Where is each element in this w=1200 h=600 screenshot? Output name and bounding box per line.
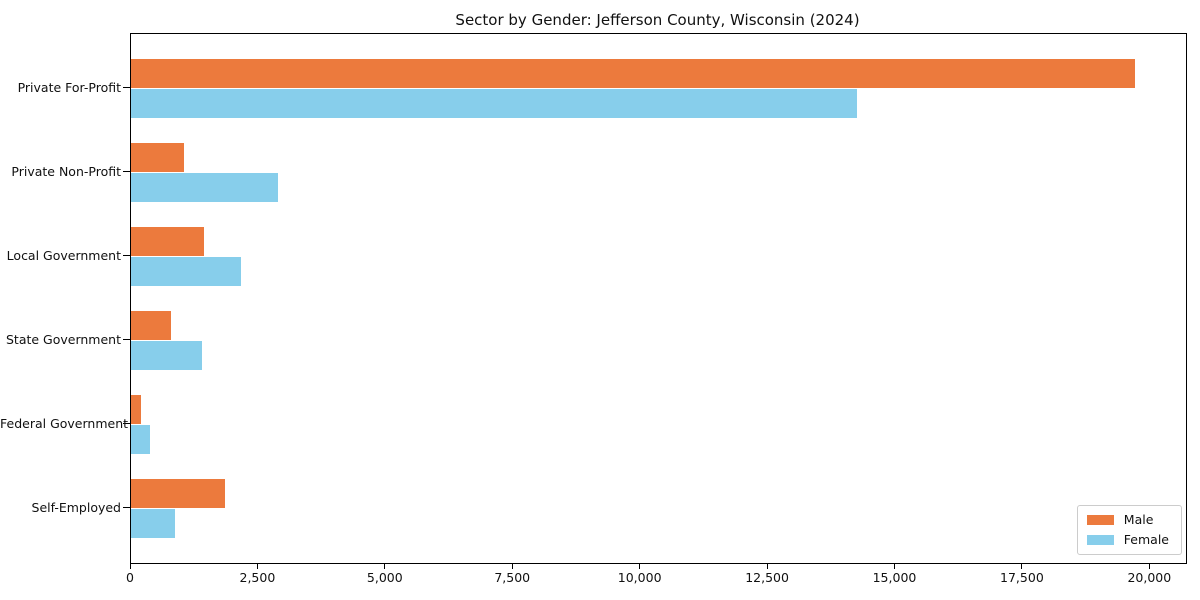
bar-male-self-employed bbox=[131, 479, 225, 509]
bar-male-federal-government bbox=[131, 395, 142, 425]
y-tick bbox=[123, 171, 130, 172]
bar-female-federal-government bbox=[131, 424, 151, 454]
plot-area: Male Female bbox=[130, 33, 1187, 564]
x-tick-label: 5,000 bbox=[366, 570, 403, 585]
x-tick-label: 0 bbox=[126, 570, 134, 585]
x-tick bbox=[384, 563, 386, 569]
legend-swatch-male-icon bbox=[1086, 515, 1114, 525]
bar-male-private-for-profit bbox=[131, 59, 1135, 89]
y-tick bbox=[123, 507, 130, 508]
legend: Male Female bbox=[1076, 505, 1182, 555]
x-tick bbox=[1021, 563, 1023, 569]
x-tick bbox=[766, 563, 768, 569]
y-tick bbox=[123, 255, 130, 256]
y-tick-label: Self-Employed bbox=[31, 499, 121, 515]
chart-title: Sector by Gender: Jefferson County, Wisc… bbox=[455, 11, 860, 29]
y-tick bbox=[123, 423, 130, 424]
y-tick-label: Federal Government bbox=[0, 415, 129, 431]
x-tick-label: 10,000 bbox=[617, 570, 662, 585]
bar-female-private-for-profit bbox=[131, 88, 858, 118]
y-tick-label: Private Non-Profit bbox=[11, 163, 121, 179]
x-tick bbox=[256, 563, 258, 569]
bar-female-private-non-profit bbox=[131, 172, 278, 202]
y-tick-label: Private For-Profit bbox=[17, 79, 121, 95]
legend-item-male: Male bbox=[1086, 512, 1169, 527]
x-tick bbox=[1148, 563, 1150, 569]
legend-label-male: Male bbox=[1123, 512, 1154, 527]
x-tick-label: 17,500 bbox=[1000, 570, 1044, 585]
bar-male-state-government bbox=[131, 311, 171, 341]
legend-item-female: Female bbox=[1086, 532, 1169, 547]
x-tick-label: 20,000 bbox=[1127, 570, 1172, 585]
x-tick bbox=[129, 563, 131, 569]
x-tick-label: 12,500 bbox=[745, 570, 789, 585]
y-tick-label: State Government bbox=[5, 331, 121, 347]
y-tick bbox=[123, 339, 130, 340]
x-tick-label: 2,500 bbox=[239, 570, 276, 585]
legend-label-female: Female bbox=[1123, 532, 1169, 547]
bar-female-state-government bbox=[131, 340, 202, 370]
x-tick bbox=[893, 563, 895, 569]
bar-female-local-government bbox=[131, 256, 241, 286]
x-tick bbox=[511, 563, 513, 569]
y-tick-label: Local Government bbox=[6, 247, 121, 263]
legend-swatch-female-icon bbox=[1086, 535, 1114, 545]
x-tick-label: 15,000 bbox=[872, 570, 917, 585]
bar-female-self-employed bbox=[131, 508, 175, 538]
y-tick bbox=[123, 87, 130, 88]
x-tick-label: 7,500 bbox=[494, 570, 531, 585]
bar-male-private-non-profit bbox=[131, 143, 184, 173]
x-tick bbox=[639, 563, 641, 569]
bar-male-local-government bbox=[131, 227, 205, 257]
